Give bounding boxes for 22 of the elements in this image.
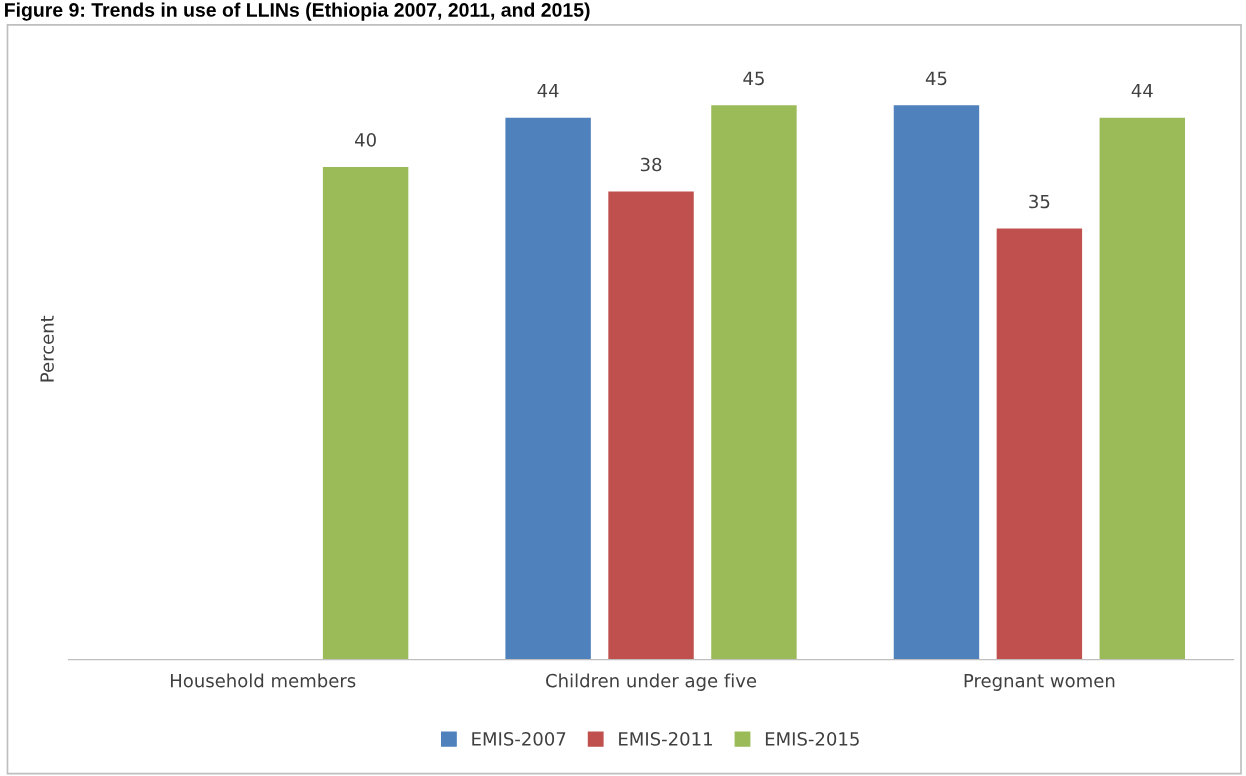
data-label: 44 (537, 84, 559, 98)
chart-title: Figure 9: Trends in use of LLINs (Ethiopia 2007, 2011, and 2015) (5, 2, 590, 21)
data-label: 35 (1029, 194, 1050, 209)
y-axis-title: Percent (40, 315, 54, 382)
legend-label: EMIS-2011 (619, 732, 712, 746)
data-label: 45 (925, 71, 947, 86)
bar (505, 117, 591, 660)
legend-label: EMIS-2015 (765, 732, 859, 746)
data-label: 38 (640, 157, 662, 172)
x-tick-label: Pregnant women (964, 674, 1115, 691)
data-label: 40 (355, 133, 376, 147)
bar (711, 105, 797, 660)
data-label: 45 (743, 71, 764, 86)
bar (608, 191, 694, 660)
bar (996, 228, 1083, 660)
legend-label: EMIS-2007 (472, 732, 566, 746)
bar (1099, 117, 1185, 660)
bar (893, 105, 980, 660)
data-label: 44 (1131, 84, 1153, 98)
bar (322, 166, 409, 660)
x-tick-label: Household members (170, 673, 356, 688)
x-tick-label: Children under age five (546, 673, 757, 691)
